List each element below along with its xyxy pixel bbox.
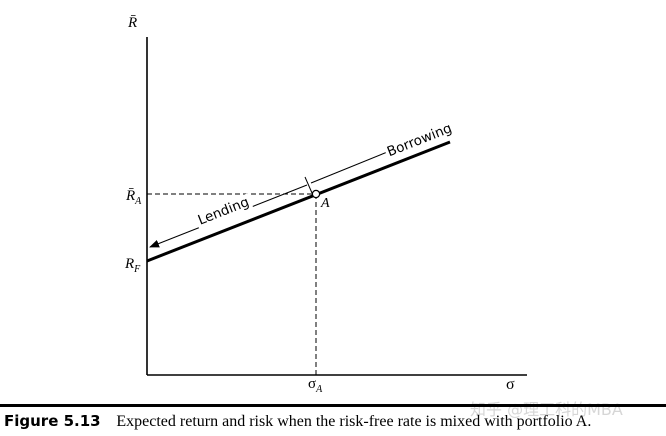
x-axis-label: σ [506,376,515,393]
y-axis-label: R̄ [127,15,137,31]
figure-caption: Figure 5.13 Expected return and risk whe… [4,410,666,433]
borrowing-label-bg [383,119,456,161]
lending-label-bg [193,193,254,230]
portfolio-a-point [311,189,321,199]
tick-sigma-a: σA [308,376,323,395]
portfolio-a-label: A [320,196,330,211]
tick-rf: RF [124,256,141,275]
caption-rule [0,404,666,407]
tick-ra: R̄A [125,188,142,207]
lending-borrowing-divider [304,176,313,194]
caption-text: Expected return and risk when the risk-f… [116,413,592,430]
figure-number: Figure 5.13 [4,412,101,430]
risk-free-mix-line [146,140,451,263]
